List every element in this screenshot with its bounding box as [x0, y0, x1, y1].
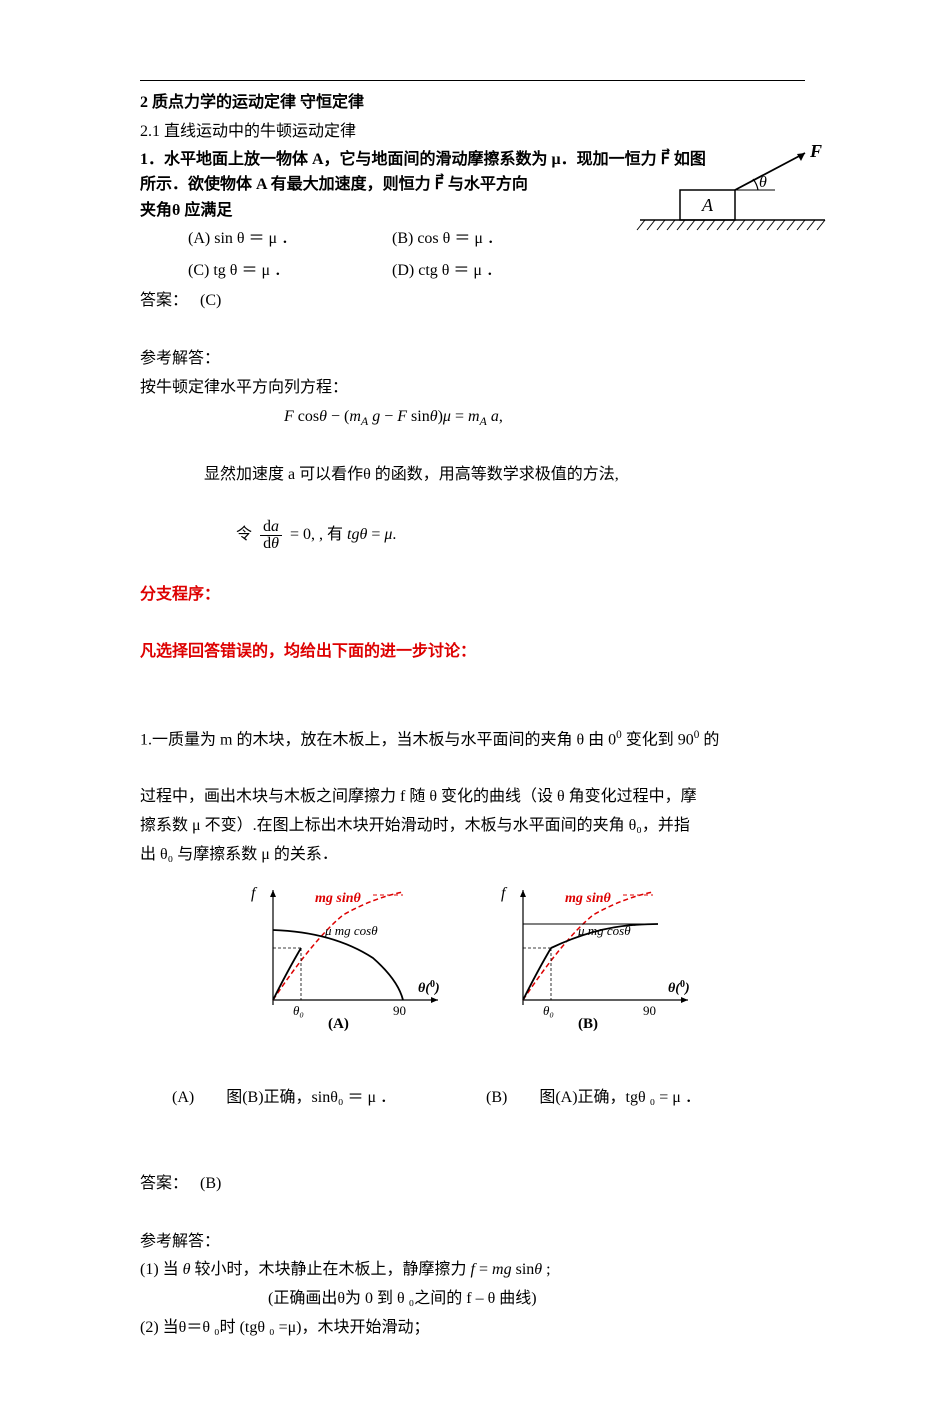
solution-line1: 按牛顿定律水平方向列方程： [140, 374, 805, 403]
followup-option-B: (B) 图(A)正确，tgθ ₀ = μ ． [486, 1084, 796, 1113]
graphB-xlabel: θ(0) [668, 979, 690, 996]
top-rule [140, 80, 805, 81]
answer1-value: (C) [200, 292, 221, 309]
graphB-ylabel: f [501, 885, 508, 902]
graphB-label: (B) [578, 1016, 598, 1032]
solution2-label: 参考解答： [140, 1228, 805, 1257]
solution-line3: 令 da dθ = 0, , 有 tgθ = μ. [140, 519, 805, 552]
solution-label: 参考解答： [140, 345, 805, 374]
followup-line2: 过程中，画出木块与木板之间摩擦力 f 随 θ 变化的曲线（设 θ 角变化过程中，… [140, 783, 805, 812]
solution2-line2: (正确画出θ为 0 到 θ ₀之间的 f – θ 曲线) [140, 1285, 805, 1314]
branch-text: 凡选择回答错误的，均给出下面的进一步讨论： [140, 638, 805, 667]
followup-options: (A) 图(B)正确，sinθ₀ ＝ μ ． (B) 图(A)正确，tgθ ₀ … [140, 1084, 805, 1113]
solution-line3-prefix: 令 [236, 526, 252, 543]
answer2-label: 答案： [140, 1175, 188, 1192]
answer2: 答案： (B) [140, 1170, 805, 1199]
option-A: (A) sin θ ＝ μ ． [188, 223, 388, 255]
followup-l1a: 1.一质量为 m 的木块，放在木板上，当木板与水平面间的夹角 θ 由 0 [140, 731, 616, 748]
section-title: 2.1 直线运动中的牛顿运动定律 [140, 118, 805, 147]
chapter-number: 2 [140, 94, 148, 111]
followup-l1b: 变化到 90 [622, 731, 694, 748]
graphA-xlabel: θ(0) [418, 979, 440, 996]
graphB-black-label: μ mg cosθ [577, 923, 631, 938]
block-figure-svg: A F θ [640, 145, 825, 245]
solution-line3-eq: = 0, , 有 tgθ = μ. [290, 526, 396, 543]
answer2-value: (B) [200, 1175, 221, 1192]
graphB-red-label: mg sinθ [565, 891, 612, 906]
option-C: (C) tg θ ＝ μ ． [188, 255, 388, 287]
force-F-label: F [809, 141, 822, 161]
graphA-red-label: mg sinθ [315, 891, 362, 906]
solution2-line3: (2) 当θ＝θ ₀时 (tgθ ₀ =μ)，木块开始滑动； [140, 1314, 805, 1343]
theta-label: θ [759, 174, 767, 191]
followup-option-A: (A) 图(B)正确，sinθ₀ ＝ μ ． [172, 1084, 482, 1113]
graphA-ylabel: f [251, 885, 258, 902]
followup-line1: 1.一质量为 m 的木块，放在木板上，当木板与水平面间的夹角 θ 由 00 变化… [140, 725, 805, 755]
chapter-title: 2 质点力学的运动定律 守恒定律 [140, 89, 805, 118]
graphA-x90: 90 [393, 1003, 406, 1018]
solution2-line1: (1) 当 θ 较小时，木块静止在木板上，静摩擦力 f = mg sinθ ; [140, 1256, 805, 1285]
followup-l1c: 的 [699, 731, 719, 748]
option-B: (B) cos θ ＝ μ ． [392, 223, 592, 255]
graph-B: f mg sinθ μ mg cosθ θ₀ 90 θ(0) (B) [493, 880, 703, 1030]
page-root: 2 质点力学的运动定律 守恒定律 2.1 直线运动中的牛顿运动定律 1．水平地面… [0, 0, 945, 1403]
option-D: (D) ctg θ ＝ μ ． [392, 255, 592, 287]
solution-line2: 显然加速度 a 可以看作θ 的函数，用高等数学求极值的方法, [140, 461, 805, 490]
chapter-text: 质点力学的运动定律 守恒定律 [152, 94, 364, 111]
followup-line3: 擦系数 μ 不变）.在图上标出木块开始滑动时，木板与水平面间的夹角 θ₀，并指 [140, 812, 805, 841]
answer1: 答案： (C) [140, 287, 805, 316]
graphA-theta0: θ₀ [293, 1003, 304, 1018]
block-A-label: A [701, 195, 714, 215]
fraction-da-dtheta: da dθ [260, 519, 282, 552]
block-on-ground-figure: A F θ [640, 145, 825, 245]
graphA-black-label: μ mg cosθ [324, 923, 378, 938]
branch-title: 分支程序： [140, 581, 805, 610]
answer1-label: 答案： [140, 292, 188, 309]
solution-eq1: F cosθ − (mA g − F sinθ)μ = mA a, [140, 403, 805, 433]
graphA-label: (A) [328, 1016, 349, 1032]
followup-line4: 出 θ₀ 与摩擦系数 μ 的关系． [140, 841, 805, 870]
graph-row: f mg sinθ μ mg cosθ θ₀ 90 θ(0) (A) [140, 880, 805, 1030]
graphB-theta0: θ₀ [543, 1003, 554, 1018]
graphB-x90: 90 [643, 1003, 656, 1018]
graph-A: f mg sinθ μ mg cosθ θ₀ 90 θ(0) (A) [243, 880, 453, 1030]
